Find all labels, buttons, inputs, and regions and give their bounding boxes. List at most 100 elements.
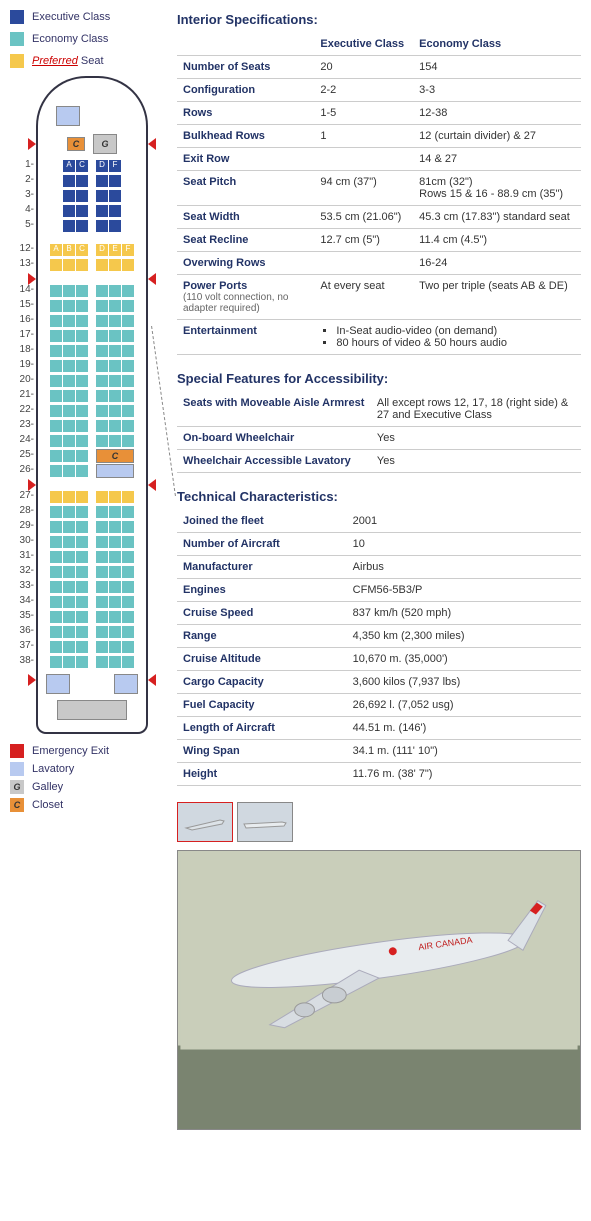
seat — [96, 360, 108, 372]
seat — [63, 536, 75, 548]
table-row: Range4,350 km (2,300 miles) — [177, 625, 581, 648]
seat — [50, 405, 62, 417]
spec-econ: 81cm (32") Rows 15 & 16 - 88.9 cm (35") — [413, 171, 581, 206]
table-row: EnginesCFM56-5B3/P — [177, 579, 581, 602]
galley-swatch: G — [10, 780, 24, 794]
accessibility-title: Special Features for Accessibility: — [177, 371, 581, 386]
seat — [109, 220, 121, 232]
seat — [50, 360, 62, 372]
photo-thumbnails — [177, 802, 581, 842]
interior-title: Interior Specifications: — [177, 12, 581, 27]
table-row: Bulkhead Rows112 (curtain divider) & 27 — [177, 125, 581, 148]
seat-row: 20- — [38, 374, 146, 388]
seat — [122, 551, 134, 563]
legend-economy: Economy Class — [10, 32, 165, 46]
technical-title: Technical Characteristics: — [177, 489, 581, 504]
table-row: Cargo Capacity3,600 kilos (7,937 lbs) — [177, 671, 581, 694]
seat — [122, 611, 134, 623]
spec-econ: 45.3 cm (17.83") standard seat — [413, 206, 581, 229]
spec-exec: 12.7 cm (5") — [314, 229, 413, 252]
seat — [63, 220, 75, 232]
seat-row: 19- — [38, 359, 146, 373]
legend-lavatory: Lavatory — [10, 762, 165, 776]
aircraft-nose — [36, 76, 148, 126]
seat — [96, 405, 108, 417]
col-executive: Executive Class — [314, 33, 413, 56]
table-row: Exit Row14 & 27 — [177, 148, 581, 171]
tech-label: Wing Span — [177, 740, 347, 763]
seat — [122, 566, 134, 578]
seat — [50, 345, 62, 357]
closet: C — [67, 137, 85, 151]
tech-value: 2001 — [347, 510, 581, 533]
seat — [122, 300, 134, 312]
seat — [96, 420, 108, 432]
tech-value: 837 km/h (520 mph) — [347, 602, 581, 625]
seat — [122, 521, 134, 533]
access-value: All except rows 12, 17, 18 (right side) … — [371, 392, 581, 427]
page-container: Executive Class Economy Class Preferred … — [0, 0, 591, 1140]
seat — [122, 536, 134, 548]
legend-label: Closet — [32, 799, 63, 811]
seat-row: 29- — [38, 520, 146, 534]
seat — [50, 300, 62, 312]
lavatory-swatch — [10, 762, 24, 776]
table-row: Height11.76 m. (38' 7") — [177, 763, 581, 786]
seat: C — [76, 244, 88, 256]
lavatory — [114, 674, 138, 694]
seat — [76, 521, 88, 533]
spec-label: Rows — [177, 102, 314, 125]
legend-emergency-exit: Emergency Exit — [10, 744, 165, 758]
thumbnail-2[interactable] — [237, 802, 293, 842]
interior-specs-table: Executive Class Economy Class Number of … — [177, 33, 581, 355]
spec-label: Seat Width — [177, 206, 314, 229]
tech-value: 4,350 km (2,300 miles) — [347, 625, 581, 648]
table-row: Fuel Capacity26,692 l. (7,052 usg) — [177, 694, 581, 717]
preferred-swatch — [10, 54, 24, 68]
seat-row: 38- — [38, 655, 146, 669]
table-row: ManufacturerAirbus — [177, 556, 581, 579]
legend-label: Economy Class — [32, 33, 108, 45]
seat — [122, 285, 134, 297]
seat — [76, 259, 88, 271]
seat — [122, 641, 134, 653]
seat — [96, 315, 108, 327]
emergency-swatch — [10, 744, 24, 758]
spec-exec: 1-5 — [314, 102, 413, 125]
seat — [96, 205, 108, 217]
spec-label: Bulkhead Rows — [177, 125, 314, 148]
seat — [96, 551, 108, 563]
spec-label: Seat Pitch — [177, 171, 314, 206]
galley: G — [93, 134, 117, 154]
tech-value: 44.51 m. (146') — [347, 717, 581, 740]
seat-row: 14- — [38, 284, 146, 298]
seat — [122, 626, 134, 638]
seat — [63, 611, 75, 623]
legend-preferred: Preferred Seat — [10, 54, 165, 68]
seat — [63, 205, 75, 217]
seat — [122, 581, 134, 593]
spec-label: Entertainment — [177, 320, 314, 355]
thumbnail-1[interactable] — [177, 802, 233, 842]
seat — [50, 596, 62, 608]
spec-label: Configuration — [177, 79, 314, 102]
seat-row: 24- — [38, 434, 146, 448]
access-value: Yes — [371, 427, 581, 450]
seat-row: 5- — [38, 219, 146, 233]
seat — [96, 641, 108, 653]
seat — [63, 566, 75, 578]
seat — [63, 581, 75, 593]
seat — [109, 656, 121, 668]
seat — [76, 190, 88, 202]
seat — [63, 300, 75, 312]
seat: F — [109, 160, 121, 172]
seat — [63, 375, 75, 387]
seat-row: 35- — [38, 610, 146, 624]
tech-label: Number of Aircraft — [177, 533, 347, 556]
tech-label: Cargo Capacity — [177, 671, 347, 694]
seat — [109, 611, 121, 623]
seat — [122, 259, 134, 271]
access-value: Yes — [371, 450, 581, 473]
executive-swatch — [10, 10, 24, 24]
seat-row: 16- — [38, 314, 146, 328]
